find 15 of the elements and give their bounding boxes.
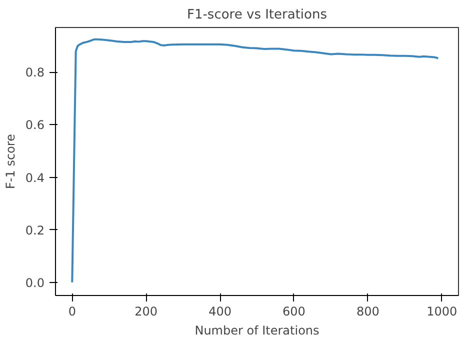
x-tick-label: 1000 xyxy=(426,304,458,318)
x-tick-label: 800 xyxy=(356,304,380,318)
x-tick-label: 400 xyxy=(208,304,232,318)
x-tick-label: 600 xyxy=(282,304,306,318)
y-tick-label: 0.2 xyxy=(25,223,45,238)
y-tick-label: 0.4 xyxy=(25,170,45,185)
y-axis-title: F-1 score xyxy=(3,134,18,189)
line-series xyxy=(71,38,440,284)
y-tick-label: 0.6 xyxy=(25,118,45,132)
x-tick-label: 0 xyxy=(68,304,76,318)
y-tick-label: 0.8 xyxy=(25,66,45,80)
y-tick-label: 0.0 xyxy=(25,276,45,290)
x-tick-label: 200 xyxy=(134,304,158,318)
x-axis-title: Number of Iterations xyxy=(194,324,320,338)
chart-title: F1-score vs Iterations xyxy=(186,8,328,22)
